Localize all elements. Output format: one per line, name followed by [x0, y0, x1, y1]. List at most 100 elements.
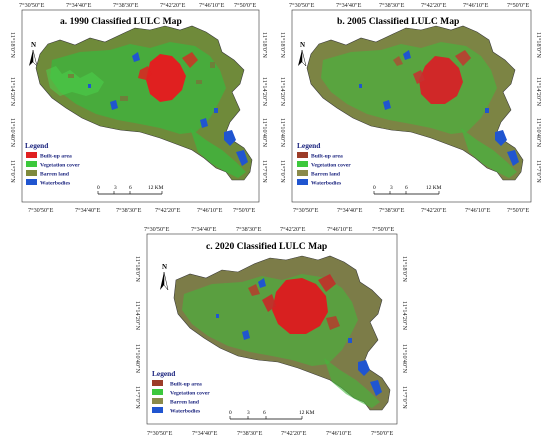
tick-label: 7°42'20"E [280, 226, 306, 233]
map-title: b. 2005 Classified LULC Map [337, 16, 459, 27]
tick-label: 7°30'50"E [144, 226, 170, 233]
tick-label: 11°18'0"N [279, 32, 286, 58]
left-tick-labels: 11°18'0"N 11°14'20"N 11°10'40"N 11°7'0"N [9, 32, 16, 183]
tick-label: 11°7'0"N [134, 386, 141, 409]
legend-label: Waterbodies [311, 181, 342, 187]
legend-title: Legend [25, 141, 49, 150]
tick-label: 7°46'10"E [465, 207, 491, 214]
legend: Legend Built-up area Vegetation cover Ba… [152, 369, 210, 415]
tick-label: 7°50'0"E [371, 430, 393, 437]
legend-title: Legend [297, 141, 321, 150]
tick-label: 11°14'20"N [9, 77, 16, 106]
legend-swatch [26, 179, 37, 185]
map-panel-2020: 7°30'50"E 7°34'40"E 7°38'30"E 7°42'20"E … [130, 222, 420, 444]
legend-swatch [297, 179, 308, 185]
scale-label: 0 [97, 185, 100, 191]
tick-label: 11°10'40"N [535, 118, 542, 147]
legend: Legend Built-up area Vegetation cover Ba… [25, 141, 80, 187]
legend-label: Barren land [170, 400, 200, 406]
right-tick-labels: 11°18'0"N 11°14'20"N 11°10'40"N 11°7'0"N [535, 32, 542, 183]
scale-bar: 0 3 6 12 KM [97, 185, 164, 195]
legend-item: Barren land [152, 398, 200, 406]
tick-label: 7°42'20"E [160, 2, 186, 9]
scale-label: 12 KM [426, 185, 442, 191]
tick-label: 7°38'30"E [237, 430, 263, 437]
tick-label: 11°7'0"N [261, 160, 268, 183]
legend-label: Waterbodies [40, 181, 71, 187]
tick-label: 11°10'40"N [401, 344, 408, 373]
legend-title: Legend [152, 369, 176, 378]
top-tick-labels: 7°30'50"E 7°34'40"E 7°38'30"E 7°42'20"E … [144, 226, 394, 233]
legend-item: Vegetation cover [152, 389, 210, 397]
tick-label: 11°18'0"N [134, 256, 141, 282]
legend-swatch [26, 161, 37, 167]
tick-label: 7°46'10"E [326, 430, 352, 437]
tick-label: 7°34'40"E [336, 2, 362, 9]
tick-label: 11°14'20"N [279, 77, 286, 106]
legend-label: Built-up area [311, 154, 343, 160]
legend-swatch [297, 152, 308, 158]
right-tick-labels: 11°18'0"N 11°14'20"N 11°10'40"N 11°7'0"N [401, 256, 408, 409]
built-up-area [272, 278, 328, 334]
tick-label: 11°14'20"N [401, 301, 408, 330]
legend-label: Vegetation cover [40, 163, 80, 169]
tick-label: 7°50'0"E [372, 226, 394, 233]
tick-label: 7°50'0"E [507, 2, 529, 9]
scale-label: 3 [390, 185, 393, 191]
scale-label: 3 [247, 410, 250, 416]
scale-bar: 0 3 6 12 KM [373, 185, 442, 195]
tick-label: 11°7'0"N [279, 160, 286, 183]
tick-label: 7°42'20"E [421, 2, 447, 9]
built-up-area [146, 54, 186, 102]
waterbodies [359, 50, 519, 166]
study-area-map [306, 25, 524, 181]
tick-label: 11°7'0"N [401, 386, 408, 409]
tick-label: 11°18'0"N [535, 32, 542, 58]
tick-label: 7°34'40"E [75, 207, 101, 214]
legend-item: Barren land [26, 170, 70, 178]
bottom-tick-labels: 7°30'50"E 7°34'40"E 7°38'30"E 7°42'20"E … [147, 430, 393, 437]
scale-label: 6 [129, 185, 132, 191]
top-tick-labels: 7°30'50"E 7°34'40"E 7°38'30"E 7°42'20"E … [289, 2, 529, 9]
legend-label: Waterbodies [170, 409, 201, 415]
tick-label: 7°30'50"E [289, 2, 315, 9]
legend-label: Barren land [311, 172, 341, 178]
legend-swatch [26, 152, 37, 158]
legend-label: Vegetation cover [170, 391, 210, 397]
tick-label: 7°34'40"E [66, 2, 92, 9]
scale-label: 3 [114, 185, 117, 191]
north-arrow-icon: N [298, 41, 307, 67]
legend-item: Waterbodies [297, 179, 342, 187]
legend-swatch [152, 389, 163, 395]
tick-label: 7°38'30"E [379, 2, 405, 9]
tick-label: 7°30'50"E [147, 430, 173, 437]
tick-label: 11°14'20"N [134, 301, 141, 330]
tick-label: 7°42'20"E [281, 430, 307, 437]
tick-label: 11°18'0"N [9, 32, 16, 58]
tick-label: 7°38'30"E [113, 2, 139, 9]
legend-label: Vegetation cover [311, 163, 351, 169]
tick-label: 7°30'50"E [19, 2, 45, 9]
legend: Legend Built-up area Vegetation cover Ba… [297, 141, 351, 187]
legend-swatch [297, 161, 308, 167]
legend-item: Barren land [297, 170, 341, 178]
tick-label: 11°7'0"N [9, 160, 16, 183]
legend-label: Built-up area [40, 154, 72, 160]
legend-label: Built-up area [170, 382, 202, 388]
study-area-map [35, 25, 253, 181]
legend-item: Built-up area [297, 152, 343, 160]
legend-item: Built-up area [26, 152, 72, 160]
tick-label: 7°46'10"E [197, 207, 223, 214]
tick-label: 11°18'0"N [261, 32, 268, 58]
legend-item: Waterbodies [152, 407, 201, 415]
tick-label: 7°30'50"E [293, 207, 319, 214]
tick-label: 11°14'20"N [261, 77, 268, 106]
study-area-map [173, 255, 391, 411]
tick-label: 7°46'10"E [463, 2, 489, 9]
scale-label: 6 [405, 185, 408, 191]
north-label: N [31, 41, 36, 49]
legend-item: Vegetation cover [26, 161, 80, 169]
tick-label: 7°46'10"E [199, 2, 225, 9]
north-label: N [162, 263, 167, 271]
north-label: N [300, 41, 305, 49]
